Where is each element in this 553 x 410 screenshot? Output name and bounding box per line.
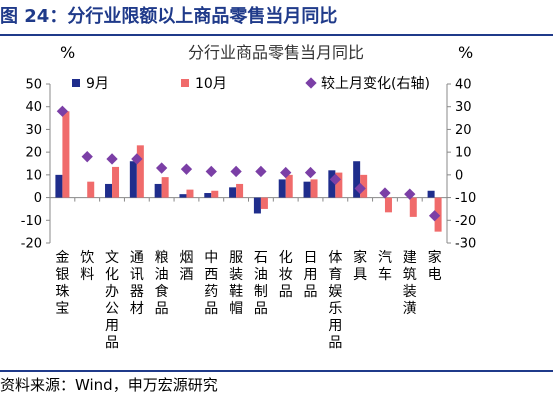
right-tick-label: 0: [455, 168, 463, 183]
bar-oct-10: [310, 179, 318, 198]
change-marker-6: [205, 165, 217, 178]
legend-swatch-change: [305, 77, 317, 89]
legend-swatch-sep: [72, 79, 80, 87]
bar-sep-7: [229, 187, 237, 198]
left-tick-label: 30: [25, 123, 42, 138]
category-label-4: 粮油食品: [155, 250, 169, 317]
legend: 9月 10月 较上月变化(右轴): [72, 76, 430, 92]
bar-sep-4: [154, 183, 162, 198]
bar-oct-8: [260, 197, 268, 209]
right-tick-label: -10: [455, 191, 476, 206]
category-label-11: 体育娱乐用品: [328, 250, 342, 351]
bar-oct-2: [112, 166, 120, 198]
bar-sep-11: [328, 170, 336, 198]
right-tick-label: 30: [455, 100, 472, 115]
change-marker-12: [354, 182, 366, 195]
category-label-13: 汽车: [378, 250, 392, 283]
right-tick-label: 20: [455, 123, 472, 138]
change-marker-15: [428, 210, 441, 222]
legend-label-oct: 10月: [195, 76, 227, 92]
right-tick-label: 10: [455, 146, 472, 161]
chart-title: 分行业商品零售当月同比: [188, 43, 364, 62]
change-markers: [56, 105, 441, 222]
legend-swatch-oct: [181, 79, 189, 87]
bar-sep-5: [179, 194, 187, 198]
category-label-12: 家具: [353, 249, 367, 283]
category-labels: 金银珠宝饮料文化办公用品通讯器材粮油食品烟酒中西药品服装鞋帽石油制品化妆品日用品…: [55, 249, 441, 351]
change-marker-1: [81, 151, 93, 163]
axes: 50 40 30 20 10 0 -10 -20 40 30 20 10 0 -10 -20 -30: [21, 78, 476, 252]
category-label-0: 金银珠宝: [55, 250, 69, 317]
figure-title: 图 24：分行业限额以上商品零售当月同比: [0, 6, 338, 27]
category-label-15: 家电: [428, 249, 442, 283]
bar-oct-4: [161, 177, 169, 198]
bar-oct-14: [409, 197, 417, 217]
change-marker-14: [404, 188, 416, 200]
change-marker-11: [329, 173, 342, 186]
left-tick-label: 50: [25, 78, 42, 93]
bar-sep-12: [353, 161, 361, 198]
chart: % % 分行业商品零售当月同比 9月 10月 较上月变化(右轴) 50 40 30 2…: [21, 43, 476, 351]
category-label-1: 饮料: [80, 250, 94, 283]
category-label-2: 文化办公用品: [105, 250, 119, 351]
left-tick-label: -10: [21, 214, 42, 229]
category-label-14: 建筑装潢: [403, 250, 417, 317]
change-marker-9: [280, 166, 292, 179]
bar-oct-6: [211, 190, 219, 198]
left-tick-label: 10: [25, 168, 42, 183]
left-tick-label: 20: [25, 146, 42, 161]
change-marker-13: [379, 187, 391, 199]
change-marker-8: [255, 165, 267, 178]
bar-sep-2: [105, 183, 113, 198]
bar-oct-1: [87, 181, 95, 198]
change-marker-7: [230, 165, 242, 178]
bar-oct-12: [360, 174, 368, 198]
source-note: 资料来源：Wind，申万宏源研究: [0, 376, 218, 394]
bar-sep-0: [55, 174, 63, 198]
category-label-3: 通讯器材: [130, 250, 144, 317]
category-label-6: 中西药品: [204, 250, 218, 317]
change-marker-2: [106, 153, 118, 165]
bar-sep-3: [129, 161, 137, 198]
source-rule: [0, 370, 553, 372]
bar-oct-5: [186, 189, 194, 198]
bar-sep-6: [204, 193, 212, 198]
change-marker-5: [180, 163, 193, 175]
category-label-5: 烟酒: [179, 250, 193, 283]
bars: [55, 111, 442, 232]
bar-oct-13: [384, 197, 392, 213]
change-marker-3: [131, 153, 143, 165]
category-label-8: 石油制品: [254, 250, 268, 317]
bar-oct-9: [285, 174, 293, 198]
change-marker-10: [304, 166, 317, 179]
change-marker-4: [155, 162, 168, 174]
right-tick-label: -30: [455, 237, 476, 252]
category-label-7: 服装鞋帽: [229, 250, 243, 317]
bar-sep-8: [253, 197, 261, 214]
bar-sep-10: [303, 181, 311, 198]
left-tick-label: 40: [25, 100, 42, 115]
bar-oct-3: [136, 145, 144, 198]
bar-oct-7: [236, 183, 244, 198]
category-label-9: 化妆品: [279, 250, 293, 300]
legend-label-sep: 9月: [86, 76, 109, 92]
right-tick-label: 40: [455, 78, 472, 93]
bar-oct-11: [335, 172, 343, 198]
left-tick-label: -20: [21, 237, 42, 252]
right-axis-unit: %: [458, 43, 473, 62]
title-rule: [0, 34, 553, 36]
left-axis-unit: %: [60, 43, 75, 62]
right-tick-label: -20: [455, 214, 476, 229]
legend-label-change: 较上月变化(右轴): [321, 76, 430, 92]
bar-sep-9: [278, 179, 286, 198]
left-tick-label: 0: [34, 191, 42, 206]
category-label-10: 日用品: [304, 250, 318, 300]
bar-sep-15: [427, 190, 435, 198]
bar-oct-0: [62, 111, 70, 198]
